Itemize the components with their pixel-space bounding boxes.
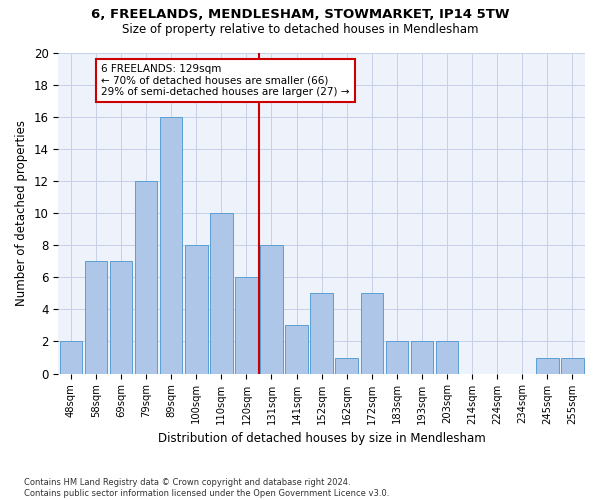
Bar [285,326,308,374]
Bar [361,294,383,374]
X-axis label: Distribution of detached houses by size in Mendlesham: Distribution of detached houses by size … [158,432,485,445]
Bar [536,358,559,374]
Bar [185,245,208,374]
Y-axis label: Number of detached properties: Number of detached properties [15,120,28,306]
Bar [386,342,408,374]
Bar [436,342,458,374]
Text: Size of property relative to detached houses in Mendlesham: Size of property relative to detached ho… [122,22,478,36]
Bar [110,261,132,374]
Bar [210,213,233,374]
Bar [59,342,82,374]
Bar [260,245,283,374]
Bar [135,181,157,374]
Text: 6 FREELANDS: 129sqm
← 70% of detached houses are smaller (66)
29% of semi-detach: 6 FREELANDS: 129sqm ← 70% of detached ho… [101,64,349,97]
Bar [160,116,182,374]
Bar [85,261,107,374]
Bar [561,358,584,374]
Bar [310,294,333,374]
Bar [335,358,358,374]
Bar [410,342,433,374]
Text: Contains HM Land Registry data © Crown copyright and database right 2024.
Contai: Contains HM Land Registry data © Crown c… [24,478,389,498]
Text: 6, FREELANDS, MENDLESHAM, STOWMARKET, IP14 5TW: 6, FREELANDS, MENDLESHAM, STOWMARKET, IP… [91,8,509,20]
Bar [235,277,257,374]
